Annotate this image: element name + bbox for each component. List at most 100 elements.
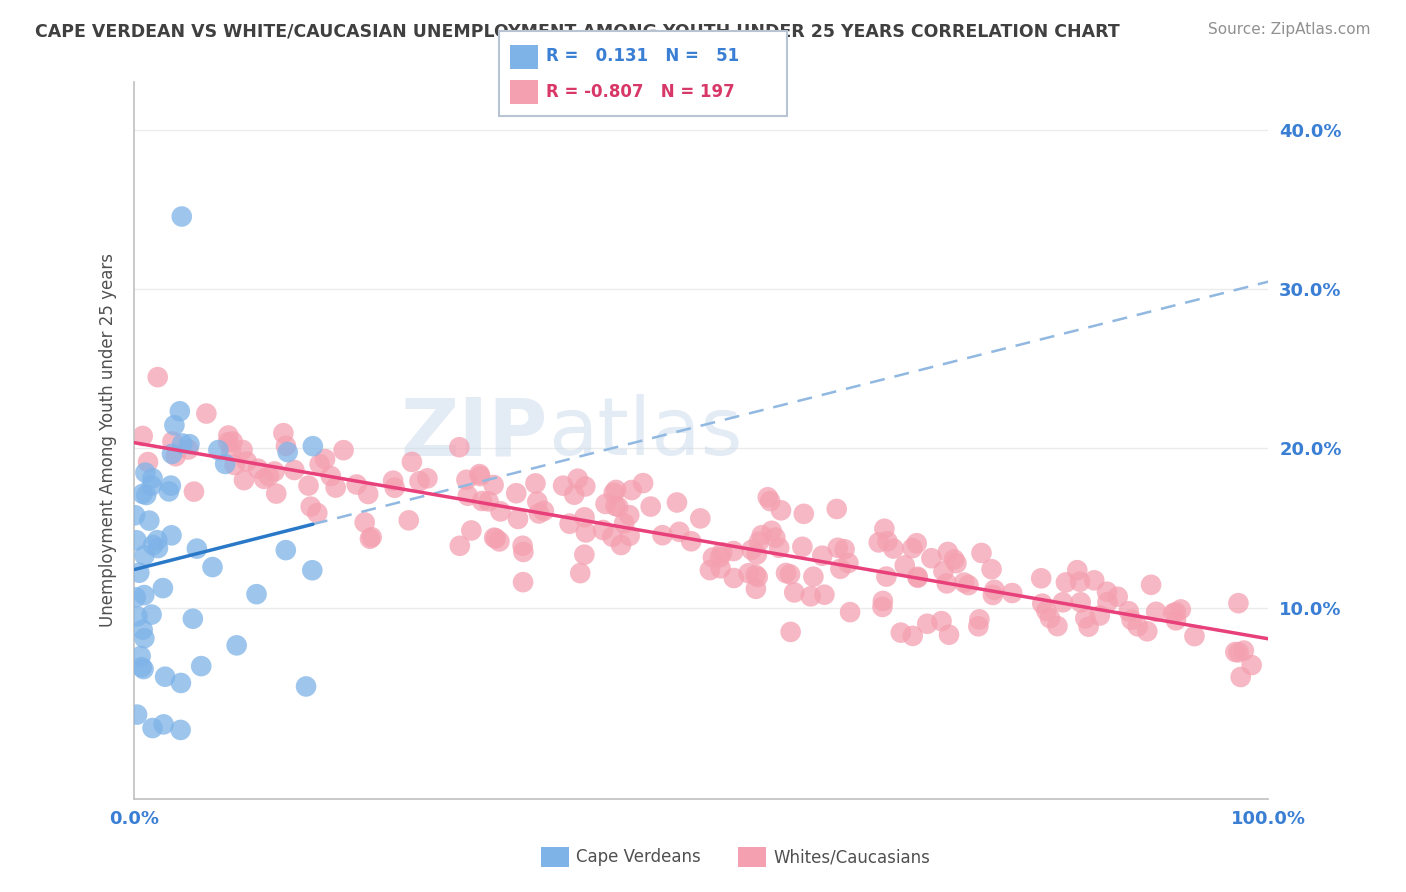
Point xyxy=(384,481,406,495)
Point xyxy=(357,487,380,501)
Point xyxy=(512,545,534,559)
Point xyxy=(142,538,165,552)
Point xyxy=(471,494,494,508)
Point xyxy=(325,481,347,495)
Point xyxy=(945,556,967,570)
Point xyxy=(605,499,627,513)
Point xyxy=(132,662,155,676)
Point xyxy=(134,466,156,480)
Point xyxy=(163,418,186,433)
Point xyxy=(217,435,239,450)
Point xyxy=(449,440,471,454)
Point xyxy=(146,533,169,548)
Point xyxy=(169,723,191,737)
Point xyxy=(146,541,169,555)
Point xyxy=(827,541,849,555)
Point xyxy=(631,476,654,491)
Point xyxy=(172,436,194,450)
Point xyxy=(792,540,814,554)
Point xyxy=(129,649,152,664)
Point xyxy=(382,474,405,488)
Point xyxy=(183,484,205,499)
Point xyxy=(800,590,823,604)
Point xyxy=(533,504,555,518)
Point xyxy=(710,561,733,575)
Point xyxy=(506,512,529,526)
Point xyxy=(299,500,322,514)
Point xyxy=(825,502,848,516)
Point xyxy=(839,605,862,619)
Point xyxy=(131,487,153,501)
Point xyxy=(401,455,423,469)
Point xyxy=(416,471,439,485)
Point xyxy=(915,616,938,631)
Point xyxy=(574,479,596,493)
Point xyxy=(783,585,806,599)
Point xyxy=(558,516,581,531)
Point xyxy=(449,539,471,553)
Point xyxy=(747,570,769,584)
Point xyxy=(526,494,548,508)
Point xyxy=(943,552,966,566)
Point xyxy=(689,511,711,525)
Text: Cape Verdeans: Cape Verdeans xyxy=(576,848,702,866)
Point xyxy=(905,536,928,550)
Point xyxy=(1144,605,1167,619)
Point xyxy=(398,513,420,527)
Point xyxy=(779,624,801,639)
Point xyxy=(353,516,375,530)
Point xyxy=(1227,596,1250,610)
Point xyxy=(134,588,156,602)
Point xyxy=(1095,584,1118,599)
Point xyxy=(1074,611,1097,625)
Point xyxy=(346,477,368,491)
Point xyxy=(527,507,550,521)
Point xyxy=(737,566,759,581)
Y-axis label: Unemployment Among Youth under 25 years: Unemployment Among Youth under 25 years xyxy=(100,253,117,627)
Point xyxy=(872,599,894,614)
Point xyxy=(619,508,641,522)
Point xyxy=(970,546,993,560)
Point xyxy=(332,443,354,458)
Point xyxy=(1052,595,1074,609)
Point xyxy=(482,478,505,492)
Point xyxy=(837,556,859,570)
Point xyxy=(314,452,336,467)
Point xyxy=(893,558,915,573)
Point xyxy=(882,541,904,556)
Point xyxy=(263,465,285,479)
Point xyxy=(297,478,319,492)
Point xyxy=(179,437,201,451)
Point xyxy=(360,530,382,544)
Point xyxy=(1077,620,1099,634)
Point xyxy=(142,471,165,485)
Point xyxy=(932,564,955,578)
Point xyxy=(605,483,627,497)
Point xyxy=(477,494,499,508)
Point xyxy=(613,516,636,531)
Point xyxy=(152,581,174,595)
Point xyxy=(308,457,330,471)
Point xyxy=(1035,604,1057,618)
Point xyxy=(872,594,894,608)
Point xyxy=(138,514,160,528)
Point xyxy=(505,486,527,500)
Point xyxy=(935,576,957,591)
Point xyxy=(748,534,770,549)
Point xyxy=(264,486,287,500)
Point xyxy=(408,474,430,488)
Point xyxy=(177,442,200,457)
Point xyxy=(235,454,257,468)
Point xyxy=(901,629,924,643)
Point xyxy=(745,582,768,596)
Point xyxy=(744,568,766,582)
Point xyxy=(969,612,991,626)
Point xyxy=(488,534,510,549)
Point xyxy=(741,542,763,557)
Point xyxy=(225,638,247,652)
Point xyxy=(253,472,276,486)
Point xyxy=(190,659,212,673)
Point xyxy=(723,544,745,558)
Point xyxy=(136,455,159,469)
Point xyxy=(907,570,929,584)
